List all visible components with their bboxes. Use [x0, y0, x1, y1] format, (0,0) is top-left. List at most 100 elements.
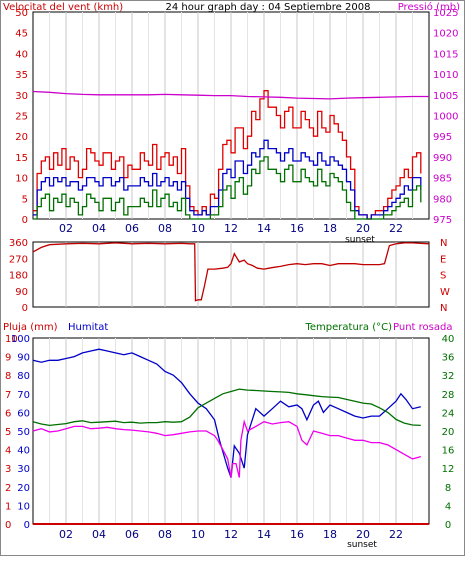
- humidity-x-tick-label: 20: [356, 528, 370, 541]
- humidity-x-tick-label: 12: [224, 528, 238, 541]
- wind-y-tick-label: 0: [22, 215, 28, 226]
- humidity-y-tick-label: 100: [11, 334, 30, 345]
- pressure-y-tick-label: 1000: [433, 112, 458, 123]
- humidity-x-tick-label: 02: [59, 528, 73, 541]
- humidity-axis-label: Humitat: [68, 322, 108, 333]
- sunset-label-top: sunset: [345, 235, 375, 245]
- humidity-x-tick-label: 22: [389, 528, 403, 541]
- wind-y-ticks: 0 5 10 15 20 25 30 35 40 45 50: [15, 8, 28, 226]
- dewpoint-line: [32, 419, 421, 478]
- temperature-y-tick-label: 32: [442, 371, 455, 382]
- wind-y-tick-label: 40: [15, 49, 28, 60]
- compass-label: W: [440, 287, 450, 298]
- pressure-y-tick-label: 1015: [433, 49, 458, 60]
- direction-y-tick-label: 180: [9, 271, 28, 282]
- direction-y-tick-label: 360: [9, 238, 28, 249]
- wind-series: [32, 90, 429, 220]
- rain-y-tick-label: 3: [5, 464, 11, 475]
- wind_low-line: [33, 156, 422, 220]
- wind-y-tick-label: 45: [15, 29, 28, 40]
- pressure-y-tick-label: 985: [433, 174, 452, 185]
- humidity-y-tick-label: 10: [17, 501, 30, 512]
- humidity-y-tick-label: 70: [17, 390, 30, 401]
- temperature-y-tick-label: 28: [442, 390, 455, 401]
- humidity-y-tick-label: 20: [17, 483, 30, 494]
- humidity-y-tick-label: 50: [17, 427, 30, 438]
- rain-y-tick-label: 5: [5, 427, 11, 438]
- humidity-line: [32, 348, 421, 478]
- humidity-y-tick-label: 60: [17, 408, 30, 419]
- temperature-y-tick-label: 16: [442, 446, 455, 457]
- wind-x-tick-label: 06: [125, 222, 139, 235]
- rain-y-tick-label: 4: [5, 446, 11, 457]
- rain-y-tick-label: 7: [5, 390, 11, 401]
- humidity-x-tick-label: 08: [158, 528, 172, 541]
- rain-y-tick-label: 1: [5, 501, 11, 512]
- humidity-y-tick-label: 40: [17, 446, 30, 457]
- temperature-y-tick-label: 12: [442, 464, 455, 475]
- wind-x-ticks: 02 04 06 08 10 12 14 16 18 20 22: [59, 222, 403, 235]
- direction-y-tick-label: 90: [15, 287, 28, 298]
- rain-y-tick-label: 0: [5, 520, 11, 531]
- direction-grid: [65, 242, 397, 307]
- wind-y-tick-label: 35: [15, 70, 28, 81]
- humidity-x-tick-label: 16: [290, 528, 304, 541]
- wind-x-tick-label: 20: [356, 222, 370, 235]
- temperature-axis-label: Temperatura (°C): [304, 322, 392, 333]
- pressure-y-tick-label: 975: [433, 215, 452, 226]
- humidity-x-tick-label: 06: [125, 528, 139, 541]
- temperature-y-tick-label: 4: [445, 501, 451, 512]
- temperature-y-tick-label: 36: [442, 353, 455, 364]
- compass-label: E: [440, 254, 446, 265]
- wind-x-tick-label: 16: [290, 222, 304, 235]
- wind-x-tick-label: 18: [323, 222, 337, 235]
- direction-series: [32, 242, 430, 302]
- pressure-y-tick-label: 1025: [433, 8, 458, 19]
- dewpoint-axis-label: Punt rosada: [393, 322, 452, 333]
- wind-x-tick-label: 14: [257, 222, 271, 235]
- chart-title: 24 hour graph day : 04 Septiembre 2008: [166, 2, 371, 13]
- wind-y-tick-label: 30: [15, 91, 28, 102]
- humidity-x-tick-label: 14: [257, 528, 271, 541]
- direction-line: [32, 242, 430, 302]
- pressure-y-tick-label: 995: [433, 132, 452, 143]
- rain-y-tick-label: 8: [5, 371, 11, 382]
- humidity-x-tick-label: 18: [323, 528, 337, 541]
- wind-x-tick-label: 04: [92, 222, 106, 235]
- wind-x-tick-label: 02: [59, 222, 73, 235]
- compass-label: N: [440, 238, 447, 249]
- pressure-y-tick-label: 1005: [433, 91, 458, 102]
- wind-y-tick-label: 50: [15, 8, 28, 19]
- sunset-label-bottom: sunset: [347, 540, 377, 550]
- temperature-y-tick-label: 20: [442, 427, 455, 438]
- wind-x-tick-label: 12: [224, 222, 238, 235]
- pressure-y-tick-label: 990: [433, 153, 452, 164]
- humidity-x-tick-label: 10: [191, 528, 205, 541]
- wind-x-tick-label: 08: [158, 222, 172, 235]
- temperature-y-tick-label: 0: [445, 520, 451, 531]
- pressure-y-ticks: 975 980 985 990 995 1000 1005 1010 1015 1020 1025: [433, 8, 458, 226]
- rain-y-tick-label: 9: [5, 353, 11, 364]
- pressure-y-tick-label: 1010: [433, 70, 458, 81]
- wind_avg-line: [33, 139, 422, 220]
- wind-y-tick-label: 15: [15, 153, 28, 164]
- humidity-x-ticks: 02 04 06 08 10 12 14 16 18 20 22: [59, 528, 403, 541]
- pressure-line: [32, 90, 429, 100]
- wind-y-tick-label: 5: [22, 194, 28, 205]
- wind-y-tick-label: 20: [15, 132, 28, 143]
- rain-y-tick-label: 6: [5, 408, 11, 419]
- temperature-y-tick-label: 8: [445, 483, 451, 494]
- rain-axis-label: Pluja (mm): [3, 322, 58, 333]
- wind-axis-label: Velocitat del vent (kmh): [3, 2, 123, 13]
- wind-x-tick-label: 10: [191, 222, 205, 235]
- pressure-y-tick-label: 1020: [433, 29, 458, 40]
- temperature-y-ticks: 0 4 8 12 16 20 24 28 32 36 40: [442, 334, 455, 531]
- wind-x-tick-label: 22: [389, 222, 403, 235]
- compass-label: N: [440, 303, 447, 314]
